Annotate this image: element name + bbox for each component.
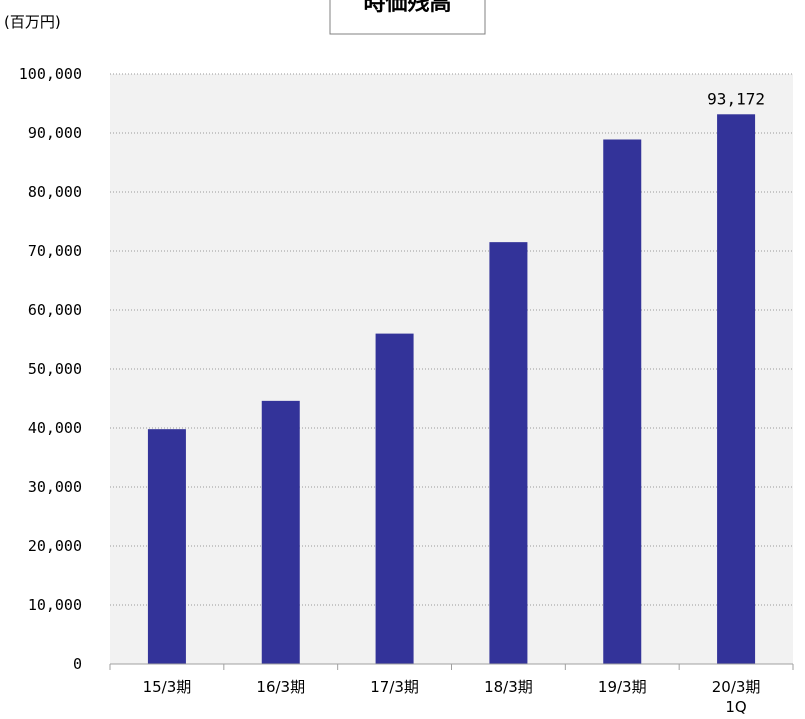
x-tick-label: 20/3期 [712,678,761,696]
y-tick-label: 100,000 [19,65,82,83]
chart-title: 時価残高 [363,0,451,16]
title-box [329,0,486,35]
bars [147,114,756,665]
y-tick-label: 30,000 [28,478,82,496]
x-tick-label: 19/3期 [598,678,647,696]
plot-area [110,74,793,664]
x-axis-tick-labels: 15/3期 16/3期 17/3期 18/3期 19/3期 20/3期 1Q [143,678,761,716]
bar [603,139,642,665]
bar [147,429,186,664]
bar [717,114,756,664]
x-tick-label: 18/3期 [484,678,533,696]
y-tick-label: 0 [73,655,82,673]
bar [375,333,414,664]
y-tick-label: 50,000 [28,360,82,378]
y-tick-label: 20,000 [28,537,82,555]
y-tick-label: 80,000 [28,183,82,201]
y-tick-label: 40,000 [28,419,82,437]
x-axis-ticks [109,664,794,670]
bar [261,400,300,664]
y-axis-tick-labels: 0 10,000 20,000 30,000 40,000 50,000 60,000 70,… [19,65,82,673]
data-labels: 93,172 [707,89,765,108]
x-tick-label: 15/3期 [143,678,192,696]
data-label: 93,172 [707,89,765,108]
y-tick-label: 60,000 [28,301,82,319]
y-axis-unit-label: (百万円) [4,13,61,31]
x-tick-label: 1Q [725,698,746,716]
bar [489,242,528,664]
y-tick-label: 10,000 [28,596,82,614]
y-tick-label: 90,000 [28,124,82,142]
y-tick-label: 70,000 [28,242,82,260]
x-tick-label: 17/3期 [370,678,419,696]
x-tick-label: 16/3期 [256,678,305,696]
